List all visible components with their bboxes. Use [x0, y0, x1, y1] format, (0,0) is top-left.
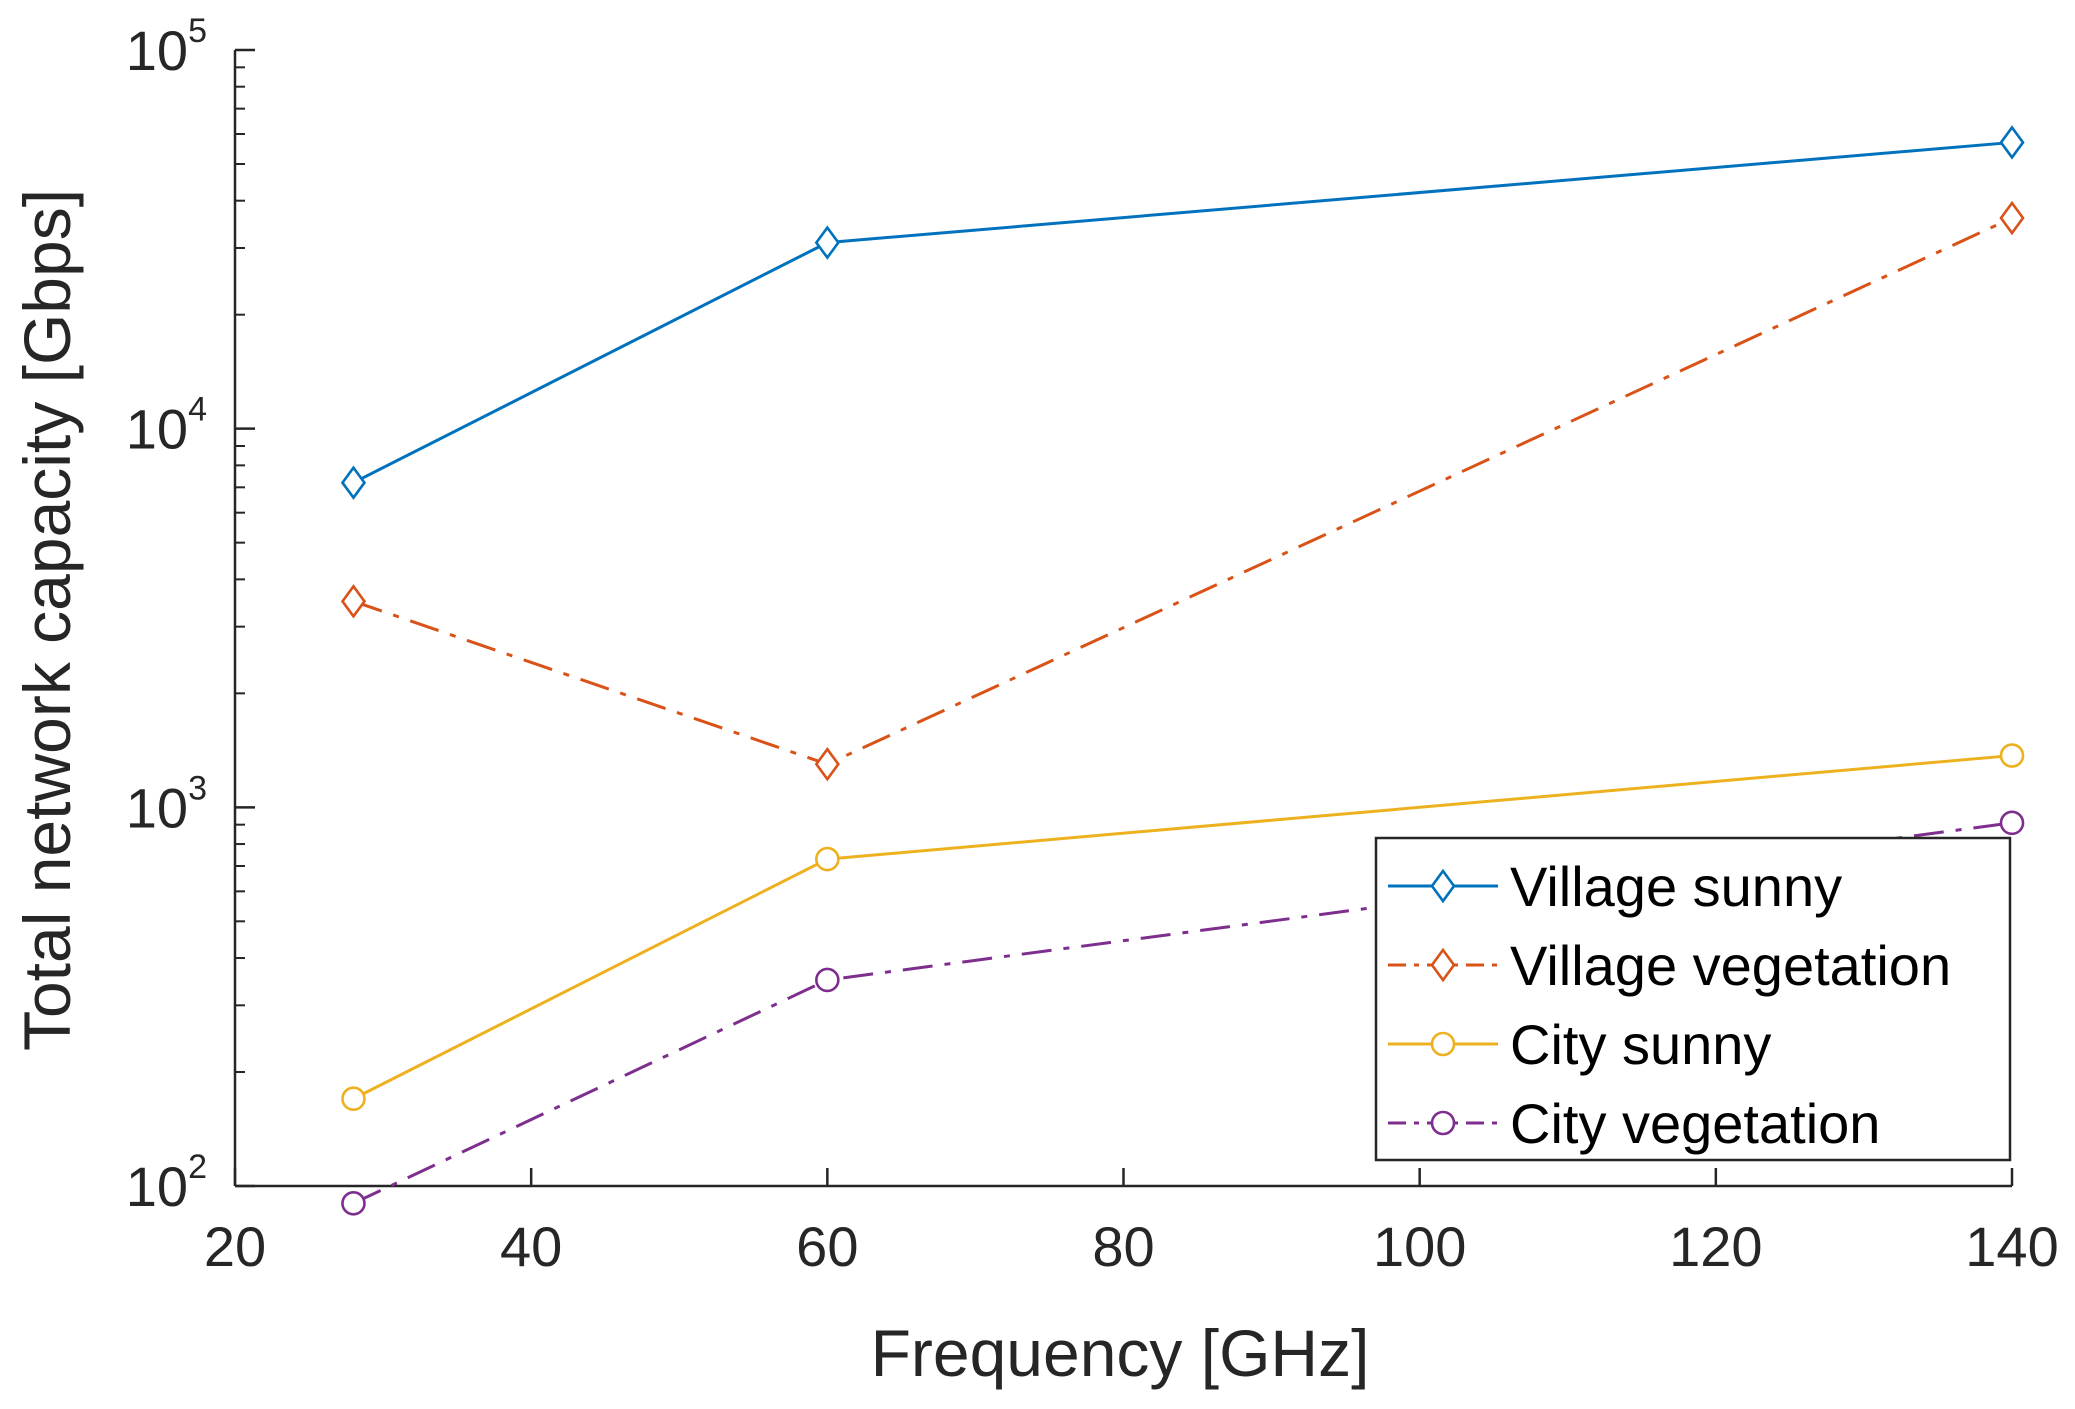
- y-tick-label: 103: [126, 769, 207, 839]
- y-tick-base: 10: [126, 1155, 188, 1218]
- legend-marker: [1430, 947, 1456, 983]
- data-point-marker: [815, 846, 840, 872]
- series-village-sunny: [340, 125, 2025, 500]
- data-point-marker: [1999, 743, 2025, 768]
- data-point-marker: [814, 225, 840, 260]
- x-tick-label: 80: [1092, 1215, 1154, 1278]
- x-tick-label: 40: [500, 1215, 562, 1278]
- data-point-marker: [1999, 200, 2025, 236]
- x-axis-label: Frequency [GHz]: [871, 1316, 1370, 1390]
- y-tick-exponent: 5: [188, 12, 207, 50]
- legend-label: City sunny: [1510, 1013, 1771, 1076]
- x-tick-label: 140: [1965, 1215, 2058, 1278]
- series-line: [352, 216, 2013, 766]
- x-tick-label: 120: [1669, 1215, 1762, 1278]
- legend-box: [1374, 836, 2012, 1162]
- data-point-marker: [1999, 810, 2025, 836]
- data-point-marker: [341, 1086, 366, 1112]
- y-axis-label: Total network capacity [Gbps]: [10, 189, 84, 1051]
- legend-item: Village sunny: [1388, 855, 1842, 918]
- x-tick-label: 100: [1373, 1215, 1466, 1278]
- y-tick-label: 105: [126, 12, 207, 82]
- x-tick-label: 60: [796, 1215, 858, 1278]
- y-tick-base: 10: [126, 398, 188, 461]
- legend-marker: [1430, 1031, 1456, 1057]
- legend-marker: [1430, 1110, 1456, 1136]
- legend-label: Village vegetation: [1510, 934, 1951, 997]
- legend-label: Village sunny: [1510, 855, 1842, 918]
- y-tick-label: 102: [126, 1148, 207, 1218]
- data-point-marker: [340, 584, 367, 619]
- series-city-sunny: [341, 743, 2025, 1112]
- legend-item: City vegetation: [1388, 1092, 1880, 1155]
- legend: Village sunny Village vegetation City sunn…: [1374, 836, 2012, 1162]
- data-point-marker: [815, 967, 840, 993]
- y-tick-exponent: 2: [188, 1148, 207, 1186]
- legend-item: Village vegetation: [1388, 934, 1951, 997]
- data-point-marker: [341, 1191, 366, 1216]
- legend-item: City sunny: [1388, 1013, 1771, 1076]
- y-tick-base: 10: [126, 19, 188, 82]
- series-line: [352, 140, 2013, 485]
- data-point-marker: [814, 746, 840, 782]
- data-point-marker: [1999, 125, 2025, 160]
- series-village-vegetation: [340, 200, 2025, 782]
- y-tick-base: 10: [126, 776, 188, 839]
- data-point-marker: [340, 465, 367, 500]
- x-tick-label: 20: [204, 1215, 266, 1278]
- y-tick-label: 104: [126, 391, 207, 461]
- y-tick-exponent: 3: [188, 769, 207, 807]
- legend-marker: [1430, 868, 1456, 904]
- y-tick-exponent: 4: [188, 391, 207, 429]
- legend-label: City vegetation: [1510, 1092, 1880, 1155]
